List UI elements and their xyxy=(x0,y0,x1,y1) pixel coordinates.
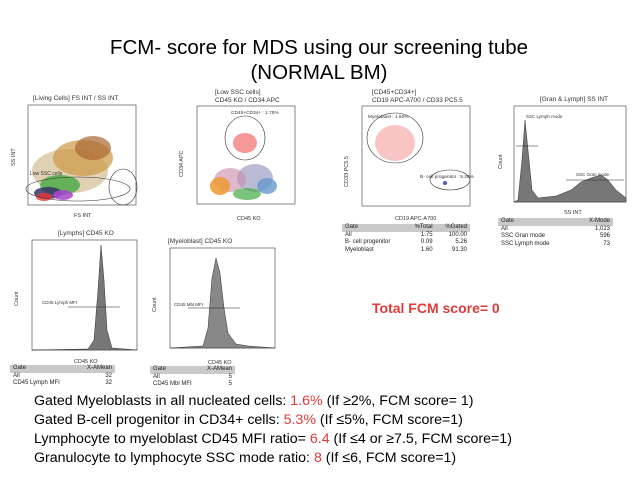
panel-title: [Lymphs] CD45 KO xyxy=(58,230,114,237)
slide-title-line1: FCM- score for MDS using our screening t… xyxy=(109,36,529,59)
histogram-ss-plot: Count SS INT SSC Lymph mode SSC Gran mod… xyxy=(498,105,627,216)
ylabel: Count xyxy=(14,291,20,306)
stats-table: Gate X-AMean All 32 CD45 Lymph MFI 32 xyxy=(10,365,115,388)
table-row: Myeloblast 1.60 91.30 xyxy=(345,246,467,253)
gate-label: CD45+CD34+ : 1.75% xyxy=(231,110,279,116)
panel-title-line1: [CD45+CD34+] xyxy=(372,89,417,96)
ylabel: Count xyxy=(152,297,158,312)
gate-label-myeloblast: Myeloblast : 1.60% xyxy=(368,114,409,120)
panel-title: [Gran & Lymph] SS INT xyxy=(540,96,609,103)
gate-label-gran: SSC Gran mode xyxy=(576,172,610,177)
panel-title-line1: [Low SSC cells] xyxy=(215,89,261,96)
gate-label: CD45 Mbl MFI xyxy=(174,302,203,307)
xlabel: SS INT xyxy=(564,210,582,216)
criterion-ssc-mode-ratio: Granulocyte to lymphocyte SSC mode ratio… xyxy=(34,450,457,466)
stats-table: Gate X-Mode All 1,023 SSC Gran mode 596 SSC… xyxy=(498,218,613,248)
table-row: SSC Lymph mode 73 xyxy=(501,240,610,247)
ylabel: SS INT xyxy=(11,148,17,166)
scatter-fs-ss-panel: [Living Cells] FS INT / SS INT SS INT FS… xyxy=(8,93,143,221)
gate-label-lymph: SSC Lymph mode xyxy=(526,114,563,119)
table-row: SSC Gran mode 596 xyxy=(501,233,610,239)
histogram-lymph-cd45-plot: Count CD45 KO CD45 Lymph MFI xyxy=(14,239,138,365)
ylabel: CD34 APC xyxy=(179,150,185,177)
total-fcm-score: Total FCM score= 0 xyxy=(372,300,500,316)
criterion-myeloblasts: Gated Myeloblasts in all nucleated cells… xyxy=(34,393,474,409)
histogram-lymph-cd45-panel: [Lymphs] CD45 KO Count CD45 KO CD45 Lymp… xyxy=(8,230,143,390)
histogram-myeloblast-cd45-panel: [Myeloblast] CD45 KO Count CD45 KO CD45 … xyxy=(148,238,283,398)
criterion-bcell-progenitor: Gated B-cell progenitor in CD34+ cells: … xyxy=(34,412,463,428)
panel-title-line2: CD19 APC-A700 / CD33 PC5.5 xyxy=(372,97,463,104)
table-row: All 5 xyxy=(153,373,232,380)
gate-label: Low SSC cells xyxy=(30,171,63,177)
ylabel: CD33 PC5.5 xyxy=(344,156,350,187)
table-row: B- cell progenitor 0.09 5.26 xyxy=(345,239,467,245)
gate-label-bcell: B- cell progenitor : 5.26% xyxy=(420,174,475,180)
xlabel: FS INT xyxy=(74,213,92,219)
table-row: All 32 xyxy=(13,372,112,379)
xlabel: CD45 KO xyxy=(208,360,232,366)
table-row: CD45 Lymph MFI 32 xyxy=(13,380,112,386)
stats-table: Gate %Total %Gated All 1.75 100.00 B- cell p… xyxy=(342,224,470,254)
scatter-cd45-cd34-panel: [Low SSC cells] CD45 KO / CD34 APC CD34 … xyxy=(175,88,300,228)
panel-title: [Living Cells] FS INT / SS INT xyxy=(33,95,119,102)
histogram-ss-panel: [Gran & Lymph] SS INT Count SS INT SSC L… xyxy=(496,90,630,250)
ylabel: Count xyxy=(498,154,504,169)
scatter-cd45-cd34-plot: CD34 APC CD45 KO CD45+CD34+ : 1.75% xyxy=(179,105,296,222)
table-row: All 1.75 100.00 xyxy=(345,231,467,238)
scatter-fs-ss-plot: SS INT FS INT Low SSC cells xyxy=(11,104,138,219)
panel-title: [Myeloblast] CD45 KO xyxy=(168,238,233,245)
slide-title-line2: (NORMAL BM) xyxy=(250,61,388,84)
panel-title-line2: CD45 KO / CD34 APC xyxy=(215,97,280,104)
scatter-cd19-cd33-plot: CD33 PC5.5 CD19 APC-A700 Myeloblast : 1.… xyxy=(344,105,475,222)
histogram-myeloblast-cd45-plot: Count CD45 KO CD45 Mbl MFI xyxy=(152,247,276,366)
xlabel: CD45 KO xyxy=(74,359,98,365)
stats-table: Gate X-AMean All 5 CD45 Mbl MFI 5 xyxy=(150,366,235,389)
table-row: All 1,023 xyxy=(501,225,610,232)
xlabel: CD45 KO xyxy=(237,216,261,222)
table-row: CD45 Mbl MFI 5 xyxy=(153,381,232,387)
xlabel: CD19 APC-A700 xyxy=(395,216,436,222)
gate-label: CD45 Lymph MFI xyxy=(42,300,77,305)
criterion-cd45-mfi-ratio: Lymphocyte to myeloblast CD45 MFI ratio=… xyxy=(34,431,512,447)
scatter-cd19-cd33-panel: [CD45+CD34+] CD19 APC-A700 / CD33 PC5.5 … xyxy=(340,88,475,258)
